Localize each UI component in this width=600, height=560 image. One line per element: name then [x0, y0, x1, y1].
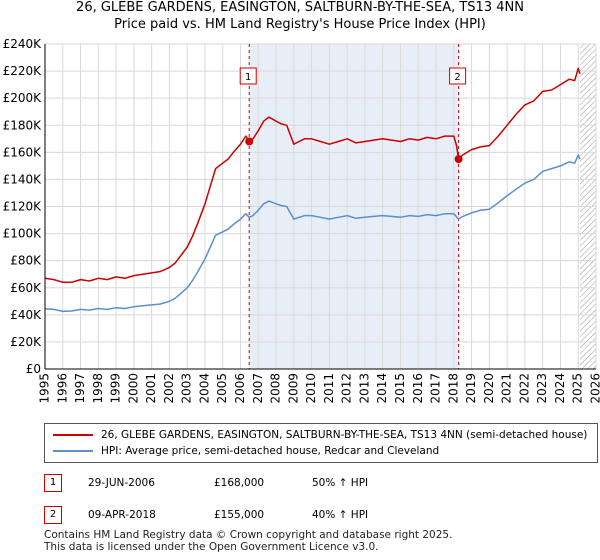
y-tick-label: £120K	[3, 200, 43, 214]
sale-hpi-change: 50% ↑ HPI	[312, 477, 369, 489]
y-tick-label: £160K	[3, 145, 43, 159]
x-tick-label: 2003	[180, 373, 194, 404]
x-tick-label: 2025	[571, 373, 585, 404]
sale-date: 09-APR-2018	[88, 509, 156, 521]
y-tick-label: £20K	[10, 335, 42, 349]
sale-price: £168,000	[214, 477, 265, 489]
sale-number-badge: 1	[44, 474, 62, 492]
sale-hpi-change: 40% ↑ HPI	[312, 509, 369, 521]
legend-item-hpi: HPI: Average price, semi-detached house,…	[53, 445, 439, 461]
chart-subtitle: Price paid vs. HM Land Registry's House …	[114, 17, 486, 32]
y-tick-label: £40K	[10, 308, 42, 322]
legend-swatch-property	[53, 434, 93, 436]
x-tick-label: 2005	[215, 373, 229, 404]
x-tick-label: 1997	[73, 373, 87, 404]
legend-swatch-hpi	[53, 450, 93, 452]
x-tick-label: 2009	[286, 373, 300, 404]
x-tick-label: 2020	[482, 373, 496, 404]
x-tick-label: 2001	[144, 373, 158, 404]
sale-price: £155,000	[214, 509, 265, 521]
x-tick-label: 2002	[162, 373, 176, 404]
x-tick-label: 1995	[38, 373, 52, 404]
x-tick-label: 2016	[411, 373, 425, 404]
sale-label-number: 2	[454, 72, 460, 83]
y-tick-label: £0	[26, 362, 41, 376]
y-tick-label: £180K	[3, 118, 43, 132]
sale-label-box	[239, 67, 257, 85]
chart-title: 26, GLEBE GARDENS, EASINGTON, SALTBURN-B…	[76, 0, 524, 15]
y-tick-label: £240K	[3, 37, 43, 51]
x-tick-label: 2010	[304, 373, 318, 404]
y-tick-label: £60K	[10, 281, 42, 295]
x-tick-label: 1998	[91, 373, 105, 404]
y-tick-label: £200K	[3, 91, 43, 105]
x-tick-label: 2000	[126, 373, 140, 404]
x-tick-label: 2017	[429, 373, 443, 404]
footer-license: This data is licensed under the Open Gov…	[44, 541, 379, 553]
y-tick-label: £220K	[3, 64, 43, 78]
y-tick-label: £100K	[3, 227, 43, 241]
y-tick-label: £140K	[3, 172, 43, 186]
x-tick-label: 2021	[500, 373, 514, 404]
x-tick-label: 2004	[197, 373, 211, 404]
x-tick-label: 2015	[393, 373, 407, 404]
footer-copyright: Contains HM Land Registry data © Crown c…	[44, 529, 453, 541]
sale-row: 2 09-APR-2018 £155,000 40% ↑ HPI	[44, 506, 598, 526]
property-price-line	[44, 67, 581, 284]
x-tick-label: 2007	[251, 373, 265, 404]
sale-row: 1 29-JUN-2006 £168,000 50% ↑ HPI	[44, 474, 598, 494]
legend: 26, GLEBE GARDENS, EASINGTON, SALTBURN-B…	[44, 423, 598, 463]
hpi-line	[44, 154, 581, 313]
x-tick-label: 2013	[357, 373, 371, 404]
sale-number-badge: 2	[44, 506, 62, 524]
x-tick-label: 2022	[517, 373, 531, 404]
legend-label-hpi: HPI: Average price, semi-detached house,…	[101, 445, 440, 457]
legend-item-property: 26, GLEBE GARDENS, EASINGTON, SALTBURN-B…	[53, 429, 587, 445]
x-tick-label: 2026	[589, 373, 600, 404]
x-tick-label: 1999	[109, 373, 123, 404]
x-tick-label: 2011	[322, 373, 336, 404]
x-tick-label: 1996	[55, 373, 69, 404]
sale-label-number: 1	[245, 72, 251, 83]
sale-label-box	[449, 67, 467, 85]
x-tick-label: 2014	[375, 373, 389, 404]
x-tick-label: 2024	[553, 373, 567, 404]
sale-date: 29-JUN-2006	[88, 477, 155, 489]
x-tick-label: 2012	[340, 373, 354, 404]
legend-label-property: 26, GLEBE GARDENS, EASINGTON, SALTBURN-B…	[101, 429, 588, 441]
x-tick-label: 2008	[269, 373, 283, 404]
x-tick-label: 2019	[464, 373, 478, 404]
y-tick-label: £80K	[10, 254, 42, 268]
x-tick-label: 2006	[233, 373, 247, 404]
sale-point	[454, 155, 463, 164]
x-tick-label: 2018	[446, 373, 460, 404]
price-chart: £0 £20K £40K £60K £80K £100K £120K £140K £160K £1…	[3, 37, 600, 404]
sale-point	[245, 137, 254, 146]
x-tick-label: 2023	[535, 373, 549, 404]
